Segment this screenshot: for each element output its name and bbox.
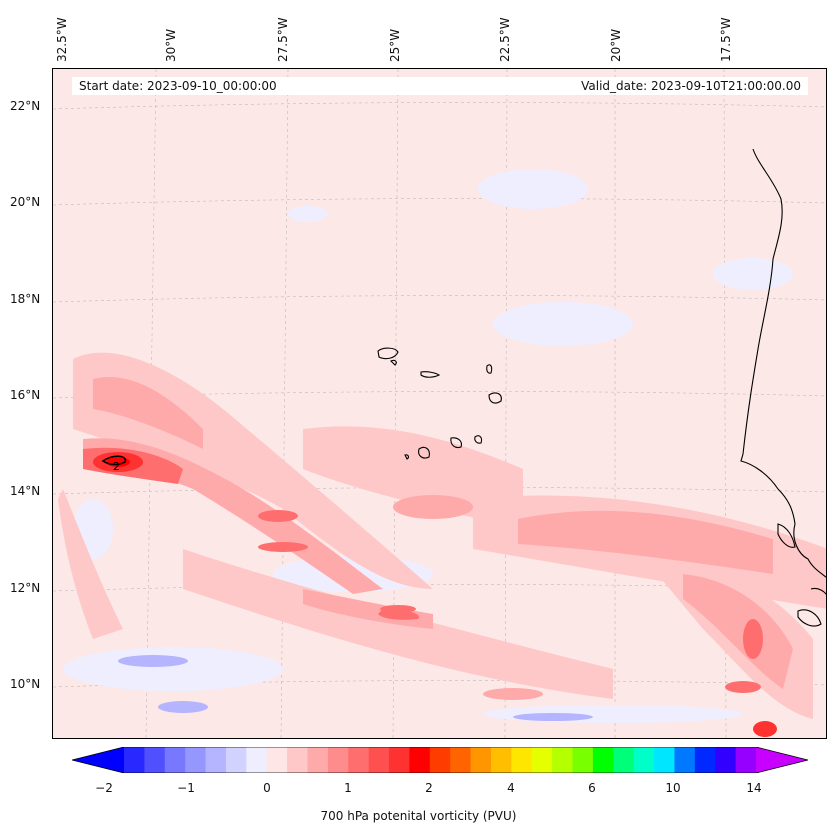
date-bar: Start date: 2023-09-10_00:00:00 Valid_da…	[72, 77, 808, 95]
colorbar-segment	[552, 747, 574, 773]
colorbar-segment	[389, 747, 410, 773]
pv-field: 2	[53, 69, 826, 738]
colorbar-segment	[715, 747, 737, 773]
colorbar-segment	[633, 747, 655, 773]
colorbar-segment	[654, 747, 675, 773]
colorbar-segment	[735, 747, 757, 773]
lat-label: 22°N	[10, 99, 41, 113]
colorbar-segment	[674, 747, 696, 773]
colorbar-tick: 2	[425, 781, 433, 795]
lon-label: 27.5°W	[276, 17, 290, 62]
lon-label: 17.5°W	[719, 17, 733, 62]
colorbar-segment	[531, 747, 553, 773]
pv-contour	[101, 455, 127, 466]
colorbar-segment	[307, 747, 329, 773]
colorbar-extend-min	[72, 747, 124, 773]
valid-date: Valid_date: 2023-09-10T21:00:00.00	[581, 79, 801, 93]
colorbar-segment	[164, 747, 186, 773]
colorbar-segment	[348, 747, 370, 773]
coastline	[377, 148, 826, 627]
lat-label: 18°N	[10, 292, 41, 306]
colorbar-segment	[327, 747, 349, 773]
colorbar-segment	[185, 747, 207, 773]
colorbar-tick: 1	[344, 781, 352, 795]
colorbar	[72, 747, 808, 773]
colorbar-segment	[490, 747, 512, 773]
colorbar-segment	[572, 747, 594, 773]
colorbar-segment	[470, 747, 492, 773]
start-date: Start date: 2023-09-10_00:00:00	[79, 79, 277, 93]
colorbar-tick: −1	[177, 781, 195, 795]
colorbar-segment	[409, 747, 431, 773]
colorbar-tick: 6	[588, 781, 596, 795]
colorbar-segment	[368, 747, 390, 773]
colorbar-segment	[246, 747, 268, 773]
colorbar-segment	[266, 747, 288, 773]
colorbar-tick: 10	[665, 781, 681, 795]
colorbar-segment	[613, 747, 635, 773]
lat-label: 20°N	[10, 195, 41, 209]
contour-label: 2	[113, 460, 120, 473]
colorbar-segment	[450, 747, 472, 773]
lat-label: 10°N	[10, 677, 41, 691]
colorbar-tick: 0	[263, 781, 271, 795]
pv-map: 2	[52, 68, 827, 739]
lon-label: 30°W	[164, 28, 178, 62]
colorbar-extend-max	[756, 747, 808, 773]
lat-label: 14°N	[10, 484, 41, 498]
colorbar-tick: −2	[95, 781, 113, 795]
colorbar-segment	[287, 747, 308, 773]
colorbar-tick: 4	[507, 781, 515, 795]
colorbar-segment	[205, 747, 227, 773]
lon-label: 25°W	[388, 28, 402, 62]
positive-pv-medium	[83, 377, 793, 700]
colorbar-segment	[592, 747, 614, 773]
lat-label: 12°N	[10, 581, 41, 595]
colorbar-segment	[694, 747, 716, 773]
colorbar-segment	[124, 747, 145, 773]
colorbar-segment	[144, 747, 166, 773]
lon-label: 20°W	[609, 28, 623, 62]
colorbar-tick: 14	[746, 781, 762, 795]
colorbar-title: 700 hPa potenital vorticity (PVU)	[320, 809, 517, 823]
colorbar-segment	[511, 747, 533, 773]
lon-label: 22.5°W	[498, 17, 512, 62]
lat-label: 16°N	[10, 388, 41, 402]
colorbar-segment	[429, 747, 451, 773]
lon-label: 32.5°W	[55, 17, 69, 62]
colorbar-segment	[225, 747, 247, 773]
